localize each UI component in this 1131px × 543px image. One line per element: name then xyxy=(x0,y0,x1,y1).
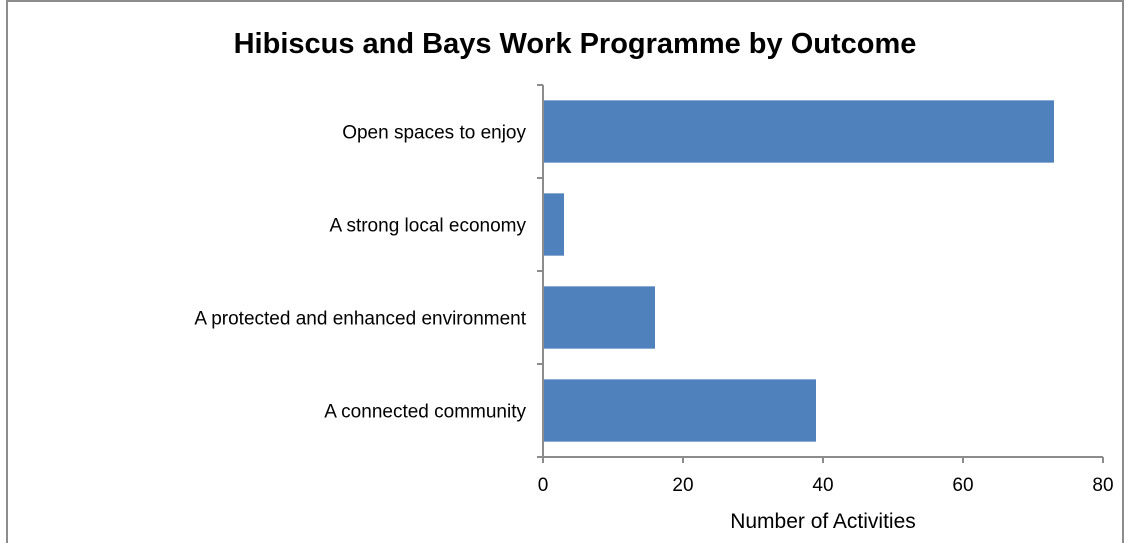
bar-3 xyxy=(544,286,655,349)
labels-group: Open spaces to enjoy A strong local econo… xyxy=(194,123,1113,497)
x-tick-label-40: 40 xyxy=(812,475,833,496)
x-tick-label-0: 0 xyxy=(538,475,549,496)
x-tick-label-80: 80 xyxy=(1092,475,1113,496)
axes-group xyxy=(537,84,1104,463)
chart-title: Hibiscus and Bays Work Programme by Outc… xyxy=(233,28,917,60)
x-tick-label-60: 60 xyxy=(952,475,973,496)
category-label-3: A protected and enhanced environment xyxy=(194,309,526,330)
category-label-1: Open spaces to enjoy xyxy=(342,123,526,144)
bar-1 xyxy=(544,100,1054,163)
x-tick-label-20: 20 xyxy=(672,475,693,496)
category-label-4: A connected community xyxy=(324,402,526,423)
bar-2 xyxy=(544,193,564,256)
bar-4 xyxy=(544,379,816,442)
category-label-2: A strong local economy xyxy=(330,216,527,237)
bars-group xyxy=(544,100,1054,442)
x-axis-title: Number of Activities xyxy=(730,510,916,533)
chart-frame xyxy=(6,0,1124,543)
